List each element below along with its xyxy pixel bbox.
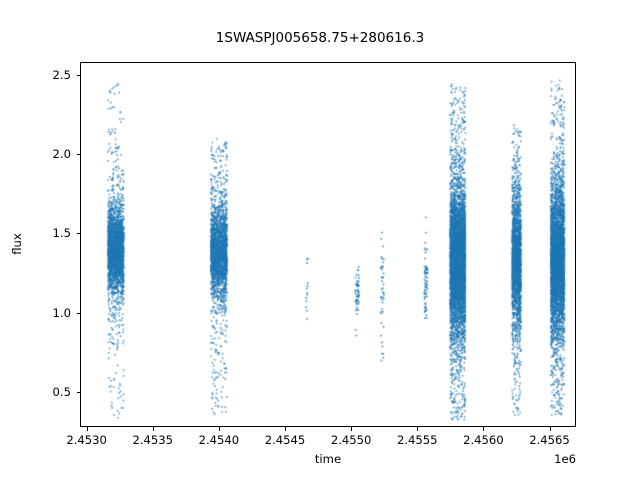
- y-tick-mark: [76, 154, 80, 156]
- y-tick-label: 2.0: [52, 147, 71, 162]
- x-tick-mark: [218, 427, 220, 431]
- x-tick-mark: [417, 427, 419, 431]
- x-tick-mark: [483, 427, 485, 431]
- x-tick-label: 2.4560: [463, 433, 504, 447]
- y-tick-mark: [76, 74, 80, 76]
- x-tick-label: 2.4540: [198, 433, 240, 447]
- y-tick-mark: [76, 392, 80, 394]
- x-tick-mark: [351, 427, 353, 431]
- chart-title: 1SWASPJ005658.75+280616.3: [215, 30, 425, 46]
- x-tick-mark: [152, 427, 154, 431]
- x-tick-label: 2.4565: [529, 433, 570, 447]
- x-tick-label: 2.4535: [132, 433, 174, 447]
- y-tick-mark: [76, 312, 80, 314]
- x-tick-label: 2.4555: [396, 433, 438, 447]
- y-axis-label: flux: [10, 233, 24, 255]
- scatter-plot-canvas: [80, 62, 576, 427]
- x-tick-label: 2.4530: [66, 433, 107, 447]
- x-tick-label: 2.4550: [330, 433, 372, 447]
- x-tick-label: 2.4545: [264, 433, 306, 447]
- x-tick-mark: [86, 427, 88, 431]
- x-tick-mark: [549, 427, 551, 431]
- y-tick-mark: [76, 233, 80, 235]
- y-tick-label: 1.0: [52, 305, 71, 320]
- x-axis-offset-label: 1e6: [554, 452, 576, 466]
- y-tick-label: 1.5: [52, 226, 71, 241]
- x-axis-label: time: [314, 452, 342, 466]
- x-tick-mark: [285, 427, 286, 431]
- y-tick-label: 2.5: [52, 67, 71, 82]
- y-tick-label: 0.5: [52, 385, 71, 400]
